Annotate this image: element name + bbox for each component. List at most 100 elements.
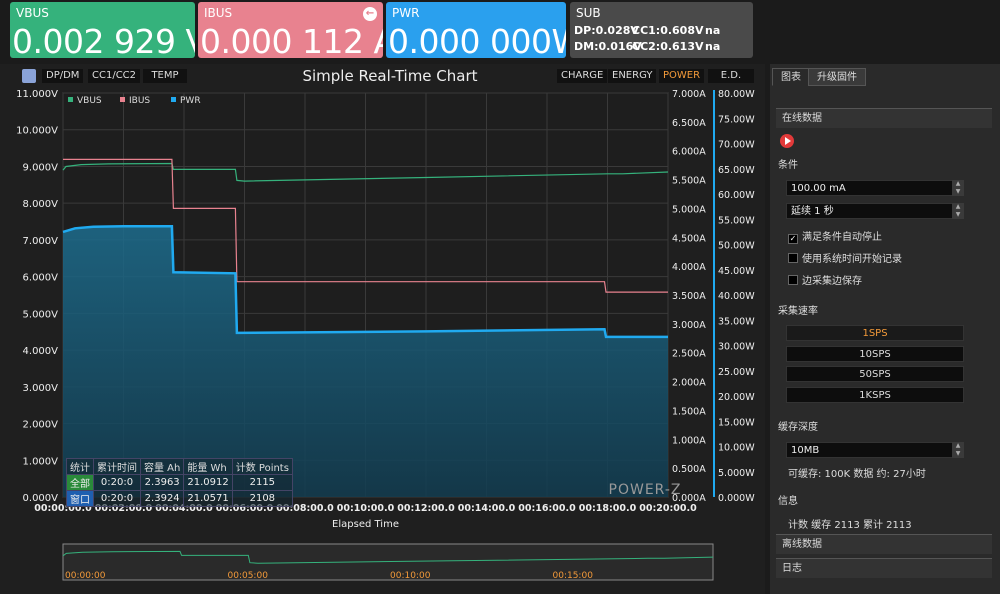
- stats-cell: 全部: [66, 474, 94, 491]
- y-left-tick-label: 6.000V: [23, 273, 59, 284]
- y-right-current-tick-label: 6.000A: [672, 147, 706, 158]
- vbus-series-line: [62, 162, 669, 182]
- overview-tick-label: 00:05:00: [228, 571, 269, 581]
- x-tick-label: 00:12:00.0: [397, 503, 455, 514]
- spin-arrows-icon[interactable]: ▲ ▼: [952, 203, 964, 219]
- tab-ed[interactable]: E.D.: [708, 69, 754, 83]
- pwr-series-line: [62, 225, 668, 339]
- tab-firmware[interactable]: 升级固件: [808, 68, 866, 86]
- record-play-icon[interactable]: [780, 134, 794, 148]
- x-tick-label: 00:08:00.0: [276, 503, 334, 514]
- y-right-power-tick-label: 15.00W: [718, 417, 755, 428]
- y-right-current-tick-label: 5.500A: [672, 176, 706, 187]
- stats-cell: 21.0571: [183, 490, 233, 507]
- system-time-label: 使用系统时间开始记录: [802, 254, 902, 265]
- y-right-power-tick-label: 25.00W: [718, 367, 755, 378]
- rate-label: 采集速率: [778, 306, 818, 317]
- y-right-current-tick-label: 2.000A: [672, 378, 706, 389]
- cc2-value: CC2:0.613V: [632, 40, 704, 53]
- x-tick-label: 00:18:00.0: [579, 503, 637, 514]
- x-tick-label: 00:04:00.0: [155, 503, 213, 514]
- main-chart[interactable]: 0.000V 1.000V 2.000V 3.000V 4.000V 5.000V 6.00…: [0, 64, 765, 594]
- tab-temp[interactable]: TEMP: [143, 69, 187, 83]
- condition-label: 条件: [778, 160, 798, 171]
- auto-stop-checkbox[interactable]: ✓ 满足条件自动停止: [788, 228, 882, 244]
- y-right-current-tick-label: 1.500A: [672, 406, 706, 417]
- y-right-power-tick-label: 55.00W: [718, 215, 755, 226]
- tab-cc1-cc2[interactable]: CC1/CC2: [88, 69, 141, 83]
- ibus-value: 0.000 112 A: [200, 22, 383, 58]
- tab-charge[interactable]: CHARGE: [557, 69, 608, 83]
- x-tick-label: 00:16:00.0: [518, 503, 576, 514]
- save-while-collecting-label: 边采集边保存: [802, 276, 862, 287]
- legend-ibus: IBUS: [129, 96, 150, 106]
- y-left-tick-label: 0.000V: [23, 493, 59, 504]
- delay-input[interactable]: 延续 1 秒: [786, 203, 964, 219]
- y-left-tick-label: 9.000V: [23, 162, 59, 173]
- tab-energy[interactable]: ENERGY: [608, 69, 657, 83]
- spin-arrows-icon[interactable]: ▲ ▼: [952, 442, 964, 458]
- system-time-checkbox[interactable]: 使用系统时间开始记录: [788, 250, 902, 265]
- y-right-power-tick-label: 35.00W: [718, 316, 755, 327]
- y-right-power-tick-label: 10.00W: [718, 443, 755, 454]
- rate-50sps[interactable]: 50SPS: [786, 366, 964, 382]
- ibus-readout: IBUS ← 0.000 112 A: [198, 2, 383, 58]
- checkbox-checked-icon: ✓: [788, 234, 798, 244]
- current-threshold-input[interactable]: 100.00 mA: [786, 180, 964, 196]
- x-tick-label: 00:00:00.0: [34, 503, 92, 514]
- vbus-label: VBUS: [16, 6, 49, 20]
- stats-row: 窗口 0:20:0 2.3924 21.0571 2108: [66, 490, 293, 507]
- x-tick-label: 00:06:00.0: [216, 503, 274, 514]
- pwr-readout: PWR 0.000 000W: [386, 2, 566, 58]
- legend-swatch: [68, 97, 73, 102]
- stats-cell: 0:20:0: [93, 474, 141, 491]
- sub-readout: SUB DP:0.028V CC1:0.608V na DM:0.016V CC…: [570, 2, 753, 58]
- buffer-depth-input[interactable]: 10MB: [786, 442, 964, 458]
- dm-value: DM:0.016V: [574, 40, 642, 53]
- x-tick-label: 00:20:00.0: [639, 503, 697, 514]
- pwr-area: [63, 226, 668, 498]
- y-left-tick-label: 5.000V: [23, 309, 59, 320]
- y-right-power-tick-label: 45.00W: [718, 266, 755, 277]
- chart-toggle-icon[interactable]: [22, 69, 36, 83]
- stats-cell: 2.3924: [139, 490, 185, 507]
- overview-tick-label: 00:15:00: [553, 571, 594, 581]
- y-left-tick-label: 8.000V: [23, 199, 59, 210]
- buffer-info: 可缓存: 100K 数据 约: 27小时: [788, 469, 926, 480]
- x-tick-label: 00:14:00.0: [458, 503, 516, 514]
- log-header[interactable]: 日志: [776, 558, 992, 578]
- online-data-header[interactable]: 在线数据: [776, 108, 992, 128]
- y-right-power-tick-label: 30.00W: [718, 342, 755, 353]
- y-left-tick-label: 3.000V: [23, 383, 59, 394]
- stats-cell: 2115: [231, 474, 293, 491]
- y-right-current-tick-label: 0.000A: [672, 493, 706, 504]
- auto-stop-label: 满足条件自动停止: [802, 232, 882, 243]
- tab-chart[interactable]: 图表: [772, 68, 810, 86]
- stats-header-cell: 容量 Ah: [139, 458, 185, 475]
- stats-header-cell: 能量 Wh: [183, 458, 233, 475]
- y-right-current-tick-label: 2.500A: [672, 349, 706, 360]
- save-while-collecting-checkbox[interactable]: 边采集边保存: [788, 272, 862, 287]
- y-right-current-tick-label: 4.500A: [672, 233, 706, 244]
- stats-cell: 2108: [231, 490, 293, 507]
- y-right-power-tick-label: 70.00W: [718, 140, 755, 151]
- stats-row: 全部 0:20:0 2.3963 21.0912 2115: [66, 474, 293, 491]
- tab-dp-dm[interactable]: DP/DM: [42, 69, 84, 83]
- stats-header-row: 统计 累计时间 容量 Ah 能量 Wh 计数 Points: [66, 458, 293, 475]
- offline-data-header[interactable]: 离线数据: [776, 534, 992, 554]
- tab-power[interactable]: POWER: [659, 69, 705, 83]
- rate-1ksps[interactable]: 1KSPS: [786, 387, 964, 403]
- y-right-current-tick-label: 3.000A: [672, 320, 706, 331]
- rate-1sps[interactable]: 1SPS: [786, 325, 964, 341]
- pwr-value: 0.000 000W: [388, 22, 566, 58]
- rate-10sps[interactable]: 10SPS: [786, 346, 964, 362]
- x-tick-label: 00:02:00.0: [95, 503, 153, 514]
- checkbox-icon: [788, 253, 798, 263]
- info-text: 计数 缓存 2113 累计 2113: [788, 520, 912, 531]
- overview-tick-label: 00:10:00: [390, 571, 431, 581]
- spin-arrows-icon[interactable]: ▲ ▼: [952, 180, 964, 196]
- back-icon[interactable]: ←: [363, 7, 377, 21]
- y-right-current-tick-label: 1.000A: [672, 435, 706, 446]
- y-right-power-tick-label: 0.000W: [718, 493, 755, 504]
- y-left-tick-label: 11.000V: [16, 89, 58, 100]
